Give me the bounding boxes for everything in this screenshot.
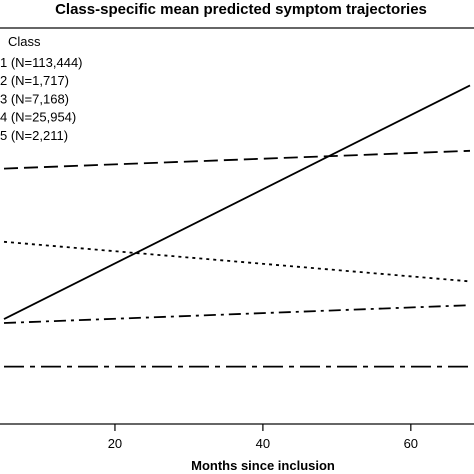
x-axis: 20 40 60 — [108, 424, 418, 451]
legend-entry-4: 4 (N=25,954) — [0, 110, 76, 125]
x-tick-label-20: 20 — [108, 436, 122, 451]
series-line-1 — [3, 84, 471, 320]
plot-frame — [0, 27, 474, 425]
legend-items: 1 (N=113,444) 2 (N=1,717) 3 (N=7,168) 4 (N=… — [0, 55, 83, 143]
series-line-4 — [3, 304, 471, 324]
legend-entry-5: 5 (N=2,211) — [0, 128, 68, 143]
x-tick-label-60: 60 — [404, 436, 418, 451]
legend-entry-2: 2 (N=1,717) — [0, 73, 69, 88]
legend-entry-1: 1 (N=113,444) — [0, 55, 83, 70]
legend-title: Class — [8, 34, 41, 49]
series-line-2 — [3, 149, 471, 170]
series-layer — [3, 84, 471, 368]
series-line-3 — [3, 240, 471, 283]
chart-title: Class-specific mean predicted symptom tr… — [55, 1, 427, 18]
legend-entry-3: 3 (N=7,168) — [0, 91, 69, 106]
x-tick-label-40: 40 — [256, 436, 270, 451]
x-axis-label: Months since inclusion — [191, 458, 335, 473]
legend: Class 1 (N=113,444) 2 (N=1,717) 3 (N=7,168… — [0, 34, 83, 143]
